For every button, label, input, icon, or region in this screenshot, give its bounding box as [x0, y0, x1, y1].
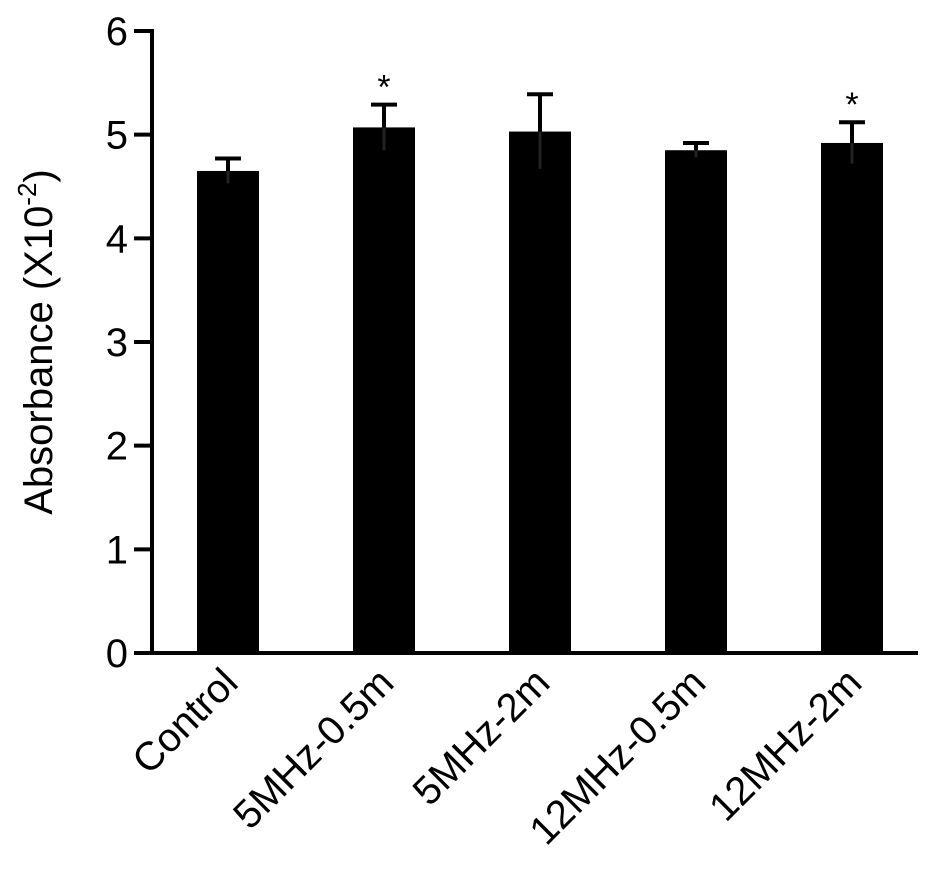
x-tick-label: 5MHz-2m [405, 660, 559, 814]
y-tick-label: 1 [106, 528, 128, 572]
significance-mark: * [845, 86, 858, 124]
x-tick-label: 5MHz-0.5m [225, 660, 402, 837]
y-label-main: Absorbance (X10 [17, 206, 61, 515]
y-label-end: ) [17, 169, 61, 182]
significance-mark: * [377, 69, 390, 107]
bar [821, 142, 883, 653]
y-tick-label: 5 [106, 114, 128, 158]
bar [197, 170, 259, 653]
bar [353, 127, 415, 653]
y-tick-label: 6 [106, 10, 128, 54]
y-tick-label: 3 [106, 321, 128, 365]
bar [509, 131, 571, 654]
y-label-exponent: -2 [12, 183, 42, 206]
bar [665, 150, 727, 653]
y-tick-label: 0 [106, 632, 128, 676]
y-tick-label: 2 [106, 425, 128, 469]
y-axis-label: Absorbance (X10-2) [12, 169, 61, 515]
y-tick-label: 4 [106, 217, 128, 261]
x-tick-label: Control [124, 660, 246, 782]
x-tick-label: 12MHz-2m [701, 660, 870, 829]
